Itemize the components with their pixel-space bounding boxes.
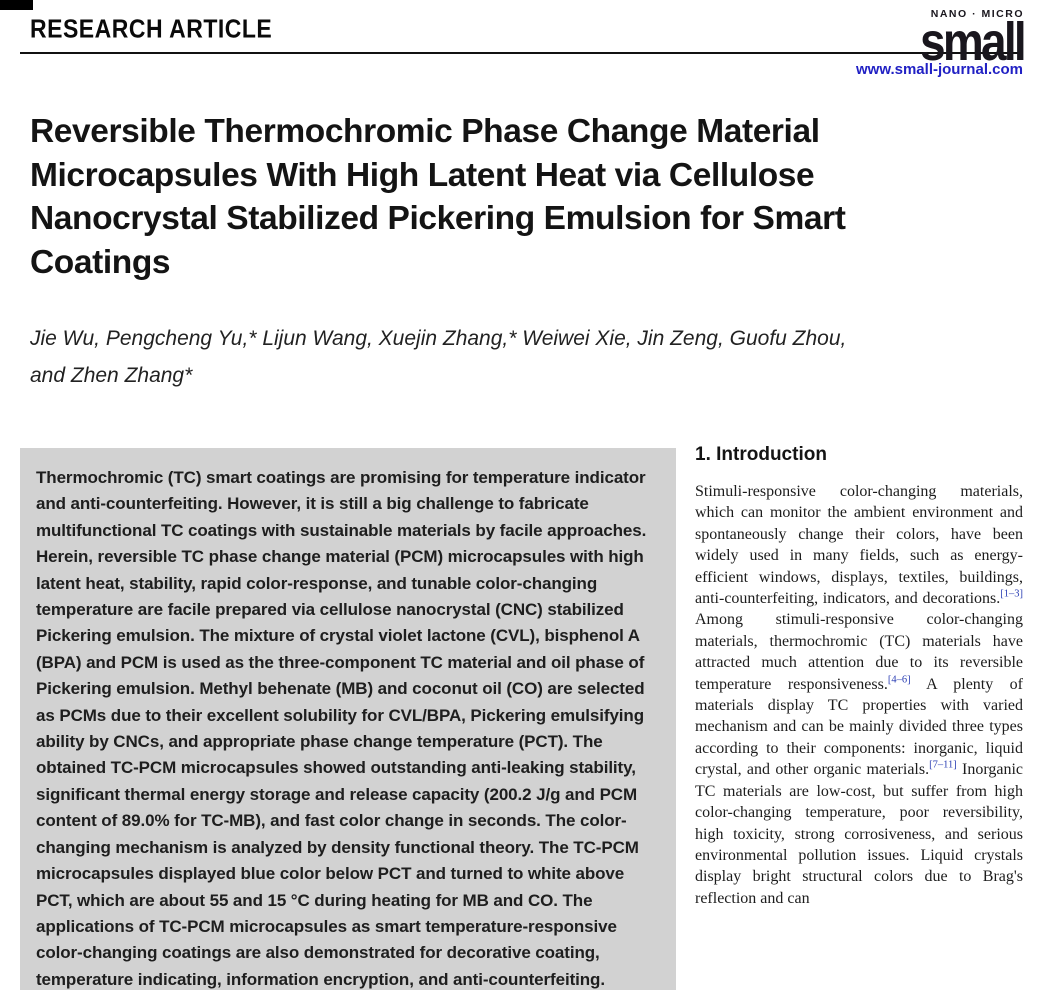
paper-title: Reversible Thermochromic Phase Change Ma… (30, 110, 846, 284)
author-list-line: and Zhen Zhang* (30, 364, 193, 387)
author-list-line: Jie Wu, Pengcheng Yu,* Lijun Wang, Xueji… (30, 327, 847, 350)
page-corner-mark (0, 0, 33, 10)
paper-title-line: Microcapsules With High Latent Heat via … (30, 156, 815, 194)
citation-link[interactable]: [7–11] (929, 759, 957, 771)
journal-logo: NANO · MICRO small (911, 8, 1027, 72)
introduction-heading: 1. Introduction (695, 444, 827, 465)
citation-link[interactable]: [4–6] (887, 674, 911, 686)
research-article-label: RESEARCH ARTICLE (30, 14, 273, 44)
citation-link[interactable]: [1–3] (1000, 588, 1023, 600)
introduction-column: 1. Introduction Stimuli-responsive color… (695, 444, 1023, 909)
header-divider-rule (20, 52, 1022, 54)
paper-title-line: Nanocrystal Stabilized Pickering Emulsio… (30, 200, 846, 237)
journal-wordmark: small (920, 11, 1027, 72)
paper-title-line: Coatings (30, 243, 171, 281)
paper-title-line: Reversible Thermochromic Phase Change Ma… (30, 113, 820, 150)
author-list: Jie Wu, Pengcheng Yu,* Lijun Wang, Xueji… (30, 320, 846, 394)
abstract-text: Thermochromic (TC) smart coatings are pr… (36, 468, 647, 989)
introduction-paragraph: Stimuli-responsive color-changing materi… (695, 483, 1024, 907)
journal-url-link[interactable]: www.small-journal.com (856, 61, 1023, 78)
abstract-box: Thermochromic (TC) smart coatings are pr… (20, 448, 676, 990)
journal-tagline: NANO · MICRO (930, 8, 1024, 20)
